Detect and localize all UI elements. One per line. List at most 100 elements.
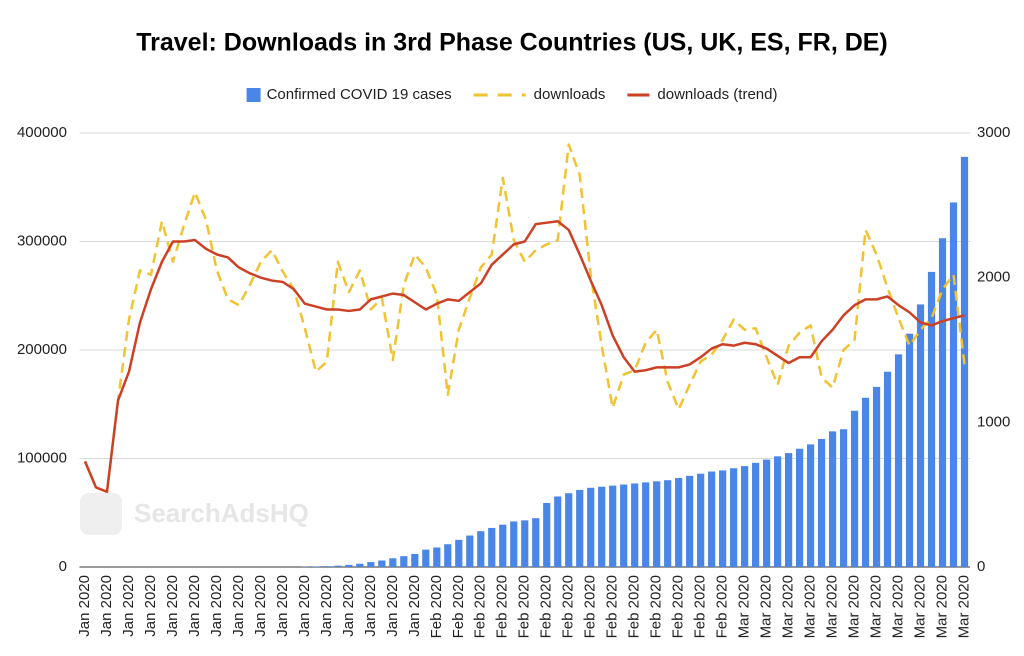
bar — [905, 333, 914, 567]
bar — [411, 553, 419, 567]
x-tick-label: Jan 2020 — [208, 575, 225, 637]
x-tick-label: Feb 2020 — [538, 575, 555, 638]
x-tick-label: Feb 2020 — [472, 575, 489, 638]
bar — [653, 481, 661, 567]
x-tick-label: Jan 2020 — [362, 575, 379, 637]
bar — [828, 431, 837, 567]
bar — [323, 566, 331, 567]
bar — [367, 562, 375, 567]
bar — [872, 386, 881, 567]
bar — [466, 535, 474, 567]
x-tick-label: Mar 2020 — [802, 575, 819, 638]
x-tick-label: Jan 2020 — [252, 575, 269, 637]
bar — [686, 475, 694, 567]
line — [83, 220, 965, 494]
legend-swatch — [246, 88, 261, 102]
bar — [916, 304, 925, 567]
bar — [806, 444, 815, 567]
bar — [730, 468, 738, 567]
legend-label: downloads (trend) — [657, 86, 777, 103]
bar — [861, 397, 870, 567]
bar — [378, 560, 386, 567]
x-tick-label: Feb 2020 — [428, 575, 445, 638]
x-tick-label: Jan 2020 — [164, 575, 181, 637]
watermark-icon — [80, 493, 122, 535]
bar — [664, 480, 672, 567]
x-tick-label: Mar 2020 — [846, 575, 863, 638]
legend-item: Confirmed COVID 19 cases — [246, 86, 452, 103]
x-tick-label: Mar 2020 — [824, 575, 841, 638]
watermark-text: SearchAdsHQ — [134, 498, 309, 528]
bar — [345, 564, 353, 567]
x-tick-label: Mar 2020 — [933, 575, 950, 638]
bar — [850, 410, 859, 567]
x-tick-label: Jan 2020 — [406, 575, 423, 637]
y-tick-label: 200000 — [17, 341, 67, 358]
x-tick-label: Mar 2020 — [758, 575, 775, 638]
x-tick-label: Feb 2020 — [560, 575, 577, 638]
legend-label: downloads — [534, 86, 606, 103]
bar — [642, 482, 650, 567]
bar — [488, 527, 496, 567]
bar — [620, 484, 628, 567]
bar — [763, 459, 771, 567]
bar — [795, 448, 804, 567]
bar — [576, 489, 584, 567]
y2-tick-label: 1000 — [977, 413, 1010, 430]
x-tick-label: Feb 2020 — [604, 575, 621, 638]
x-tick-label: Jan 2020 — [340, 575, 357, 637]
bar — [708, 471, 716, 567]
x-tick-label: Jan 2020 — [274, 575, 291, 637]
bar — [631, 483, 639, 567]
chart-title: Travel: Downloads in 3rd Phase Countries… — [136, 29, 888, 57]
bar — [587, 487, 595, 567]
y-tick-label: 400000 — [17, 124, 67, 141]
bar — [817, 438, 826, 567]
bar — [839, 429, 848, 567]
bar — [894, 354, 903, 567]
bar — [565, 493, 573, 567]
bar — [356, 563, 364, 567]
x-tick-label: Jan 2020 — [318, 575, 335, 637]
bar — [334, 565, 342, 567]
x-tick-label: Feb 2020 — [648, 575, 665, 638]
bar — [521, 520, 529, 567]
x-tick-label: Mar 2020 — [911, 575, 928, 638]
bar — [752, 462, 760, 567]
x-tick-label: Jan 2020 — [186, 575, 203, 637]
bar — [949, 202, 958, 567]
bar — [422, 549, 430, 567]
x-tick-label: Jan 2020 — [76, 575, 93, 637]
bar — [554, 496, 562, 567]
bar — [938, 238, 947, 567]
x-tick-label: Mar 2020 — [780, 575, 797, 638]
x-tick-label: Feb 2020 — [714, 575, 731, 638]
x-tick-label: Feb 2020 — [626, 575, 643, 638]
x-tick-label: Feb 2020 — [692, 575, 709, 638]
bar — [532, 518, 540, 567]
bar — [609, 485, 617, 567]
x-tick-label: Jan 2020 — [384, 575, 401, 637]
x-tick-label: Jan 2020 — [98, 575, 115, 637]
legend-item: downloads — [473, 86, 606, 103]
bar — [785, 453, 793, 567]
bar — [741, 466, 749, 567]
x-tick-label: Jan 2020 — [142, 575, 159, 637]
bar — [774, 456, 782, 567]
x-tick-label: Mar 2020 — [868, 575, 885, 638]
x-tick-label: Feb 2020 — [516, 575, 533, 638]
y-tick-label: 0 — [59, 558, 67, 575]
y-tick-label: 100000 — [17, 449, 67, 466]
y2-tick-label: 3000 — [977, 124, 1010, 141]
x-tick-label: Mar 2020 — [955, 575, 972, 638]
dashed-line — [83, 143, 966, 494]
x-tick-label: Feb 2020 — [494, 575, 511, 638]
y2-tick-label: 0 — [977, 558, 985, 575]
bar — [697, 473, 705, 567]
bar — [389, 558, 397, 567]
bar — [598, 486, 606, 567]
x-tick-label: Mar 2020 — [736, 575, 753, 638]
bar — [927, 271, 936, 567]
